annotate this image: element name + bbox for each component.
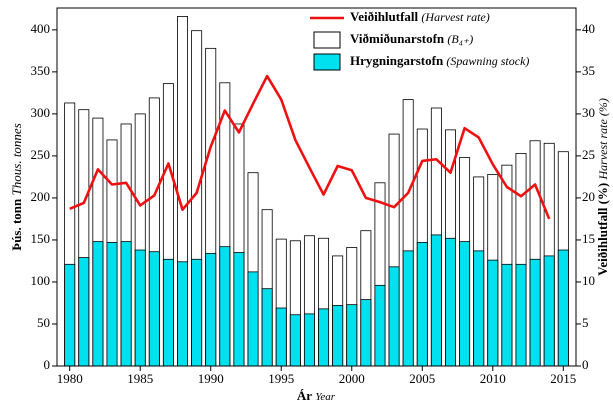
bar bbox=[346, 304, 358, 367]
y-tick-label: 200 bbox=[31, 189, 51, 204]
y-tick-label: 100 bbox=[31, 273, 51, 288]
x-tick-label: 1995 bbox=[268, 371, 294, 386]
bar bbox=[416, 242, 428, 367]
legend-name-en: (Harvest rate) bbox=[421, 10, 489, 24]
x-tick-label: 2005 bbox=[409, 371, 435, 386]
bar bbox=[459, 241, 471, 367]
y2-tick-label: 10 bbox=[582, 273, 595, 288]
y2-tick-label: 5 bbox=[582, 315, 589, 330]
y-tick-label: 250 bbox=[31, 147, 51, 162]
bar bbox=[430, 234, 442, 367]
legend-name: Veiðihlutfall bbox=[350, 9, 419, 24]
y-tick-label: 0 bbox=[44, 357, 51, 372]
bar bbox=[388, 266, 400, 367]
bar bbox=[247, 271, 259, 367]
bar bbox=[332, 305, 344, 367]
x-tick-label: 2010 bbox=[480, 371, 506, 386]
y2-axis-label: Veiðihlutfall (%) Harvest rate (%) bbox=[595, 98, 610, 276]
x-label: Ár bbox=[297, 388, 312, 403]
legend-name-en: (Spawning stock) bbox=[446, 54, 529, 68]
bar bbox=[219, 246, 231, 367]
bar bbox=[318, 308, 330, 367]
y2-label: Veiðihlutfall (%) bbox=[595, 183, 610, 276]
bar bbox=[275, 307, 287, 367]
plot-frame bbox=[56, 7, 577, 367]
bar bbox=[78, 257, 90, 367]
bar bbox=[402, 250, 414, 367]
y2-tick-label: 15 bbox=[582, 231, 595, 246]
y2-tick-label: 30 bbox=[582, 105, 595, 120]
bar bbox=[177, 261, 188, 367]
bar bbox=[64, 263, 76, 367]
y2-tick-label: 0 bbox=[582, 357, 589, 372]
bar bbox=[289, 314, 301, 367]
legend-swatch bbox=[313, 53, 341, 71]
y-tick-label: 350 bbox=[31, 63, 51, 78]
bar bbox=[487, 259, 499, 367]
bar bbox=[106, 242, 118, 367]
y-tick-label: 50 bbox=[37, 315, 50, 330]
line bbox=[69, 74, 551, 220]
bar bbox=[445, 237, 456, 367]
bar bbox=[543, 255, 555, 367]
bar bbox=[162, 258, 174, 367]
x-tick-label: 2015 bbox=[550, 371, 576, 386]
bar bbox=[515, 263, 527, 367]
x-tick-label: 1990 bbox=[198, 371, 224, 386]
bar bbox=[473, 250, 485, 367]
legend-entry: Viðmiðunarstofn (B₄₊) bbox=[350, 31, 473, 46]
bar bbox=[205, 252, 217, 367]
x-tick-label: 2000 bbox=[339, 371, 365, 386]
bar bbox=[360, 299, 372, 367]
bar bbox=[557, 249, 569, 367]
bar bbox=[233, 252, 245, 367]
y-label-en: Thous. tonnes bbox=[9, 123, 24, 195]
y2-tick-label: 25 bbox=[582, 147, 595, 162]
x-tick-label: 1985 bbox=[127, 371, 153, 386]
bar bbox=[303, 313, 315, 367]
bar bbox=[148, 251, 160, 367]
legend-name: Hrygningarstofn bbox=[350, 53, 444, 68]
y-tick-label: 300 bbox=[31, 105, 51, 120]
bar bbox=[191, 258, 203, 367]
bar bbox=[529, 258, 541, 367]
y-tick-label: 400 bbox=[31, 21, 51, 36]
legend-name-en: (B₄₊) bbox=[447, 32, 473, 46]
y2-tick-label: 40 bbox=[582, 21, 595, 36]
y2-tick-label: 35 bbox=[582, 63, 595, 78]
bar bbox=[501, 263, 513, 367]
x-label-en: Year bbox=[315, 391, 335, 403]
legend-name: Viðmiðunarstofn bbox=[350, 31, 445, 46]
legend-swatch bbox=[313, 31, 341, 49]
bar bbox=[134, 249, 146, 367]
y-axis-label: Þús. tonn Thous. tonnes bbox=[9, 123, 24, 251]
y2-tick-label: 20 bbox=[582, 189, 595, 204]
bar bbox=[374, 284, 386, 367]
y-label: Þús. tonn bbox=[9, 198, 24, 251]
bar bbox=[92, 241, 104, 367]
x-axis-label: Ár Year bbox=[297, 388, 336, 403]
x-tick-label: 1980 bbox=[57, 371, 83, 386]
legend-entry: Hrygningarstofn (Spawning stock) bbox=[350, 53, 529, 68]
legend-entry: Veiðihlutfall (Harvest rate) bbox=[350, 9, 490, 24]
y2-label-en: Harvest rate (%) bbox=[596, 98, 610, 180]
bar bbox=[261, 288, 273, 367]
bar bbox=[120, 241, 132, 367]
y-tick-label: 150 bbox=[31, 231, 51, 246]
